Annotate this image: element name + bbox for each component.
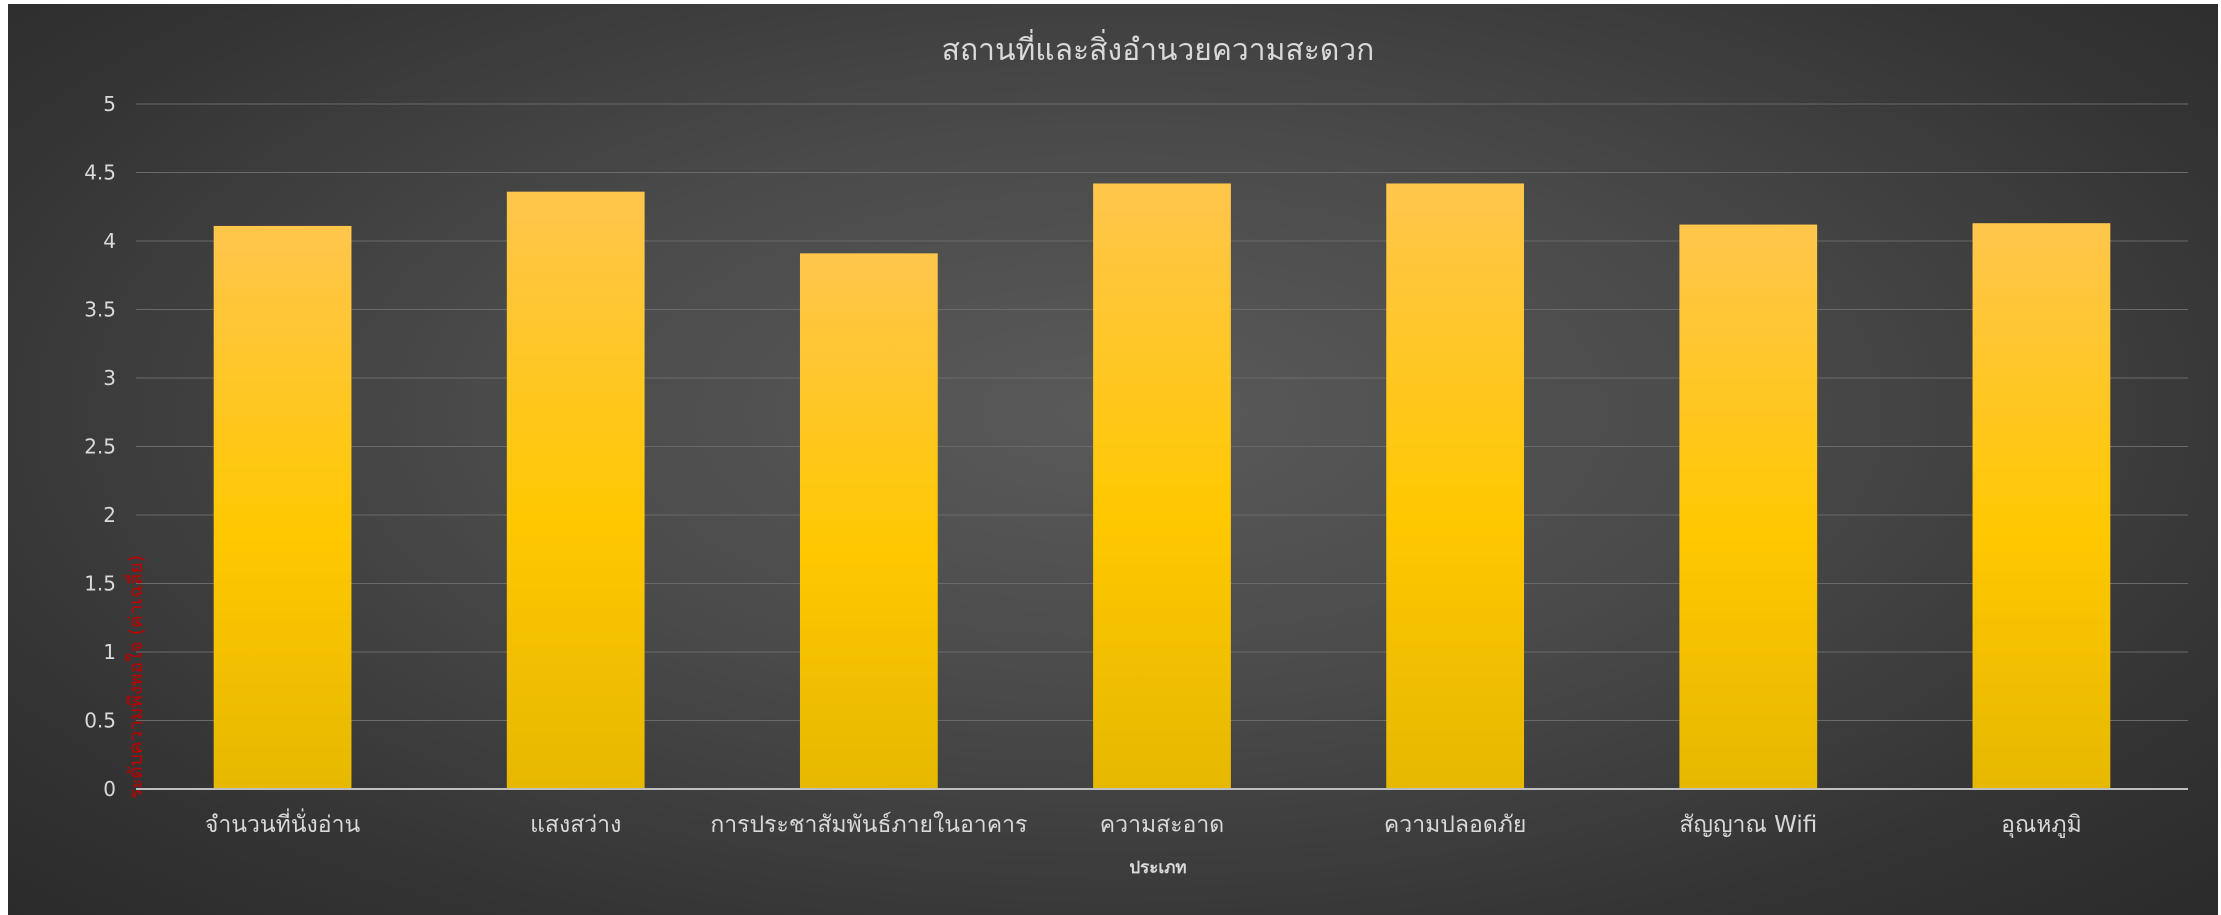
- x-tick-label: จำนวนที่นั่งอ่าน: [205, 808, 361, 838]
- y-tick-label: 5: [103, 92, 116, 116]
- bars: [136, 183, 2188, 790]
- x-tick-label: การประชาสัมพันธ์ภายในอาคาร: [710, 811, 1027, 838]
- x-axis-title: ประเภท: [1129, 858, 1186, 878]
- bar: [213, 225, 352, 789]
- y-axis-title: ระดับความพึงพอใจ (ค่าเฉลี่ย): [122, 555, 147, 799]
- y-tick-label: 0.5: [84, 709, 116, 733]
- bar-chart: 0 0.5 1 1.5 2 2.5 3 3.5 4 4.5 5 จำนวนที่นั่งอ่าน แสง…: [84, 29, 2188, 878]
- x-tick-label: ความปลอดภัย: [1384, 812, 1526, 838]
- x-tick-label: แสงสว่าง: [530, 812, 621, 838]
- bar: [799, 253, 938, 789]
- y-tick-label: 2.5: [84, 435, 116, 459]
- x-tick-label: ความสะอาด: [1100, 812, 1224, 838]
- x-tick-label: อุณหภูมิ: [2001, 812, 2082, 838]
- bar: [1093, 183, 1231, 789]
- y-tick-label: 3: [103, 366, 116, 390]
- bar: [506, 191, 645, 789]
- y-tick-label: 4: [103, 229, 116, 253]
- labels: 0 0.5 1 1.5 2 2.5 3 3.5 4 4.5 5 จำนวนที่นั่งอ่าน แสง…: [84, 92, 2082, 838]
- y-tick-label: 2: [103, 503, 116, 527]
- y-tick-label: 1: [103, 640, 116, 664]
- x-tick-label: สัญญาณ Wifi: [1679, 812, 1817, 838]
- chart-area: 0 0.5 1 1.5 2 2.5 3 3.5 4 4.5 5 จำนวนที่นั่งอ่าน แสง…: [8, 4, 2218, 915]
- bar: [1386, 183, 1525, 789]
- y-tick-label: 1.5: [84, 572, 116, 596]
- chart-title: สถานที่และสิ่งอำนวยความสะดวก: [942, 29, 1375, 68]
- bar: [1679, 224, 1818, 789]
- y-tick-label: 0: [103, 777, 116, 801]
- bar: [1972, 223, 2111, 789]
- y-tick-label: 3.5: [84, 298, 116, 322]
- y-tick-label: 4.5: [84, 161, 116, 185]
